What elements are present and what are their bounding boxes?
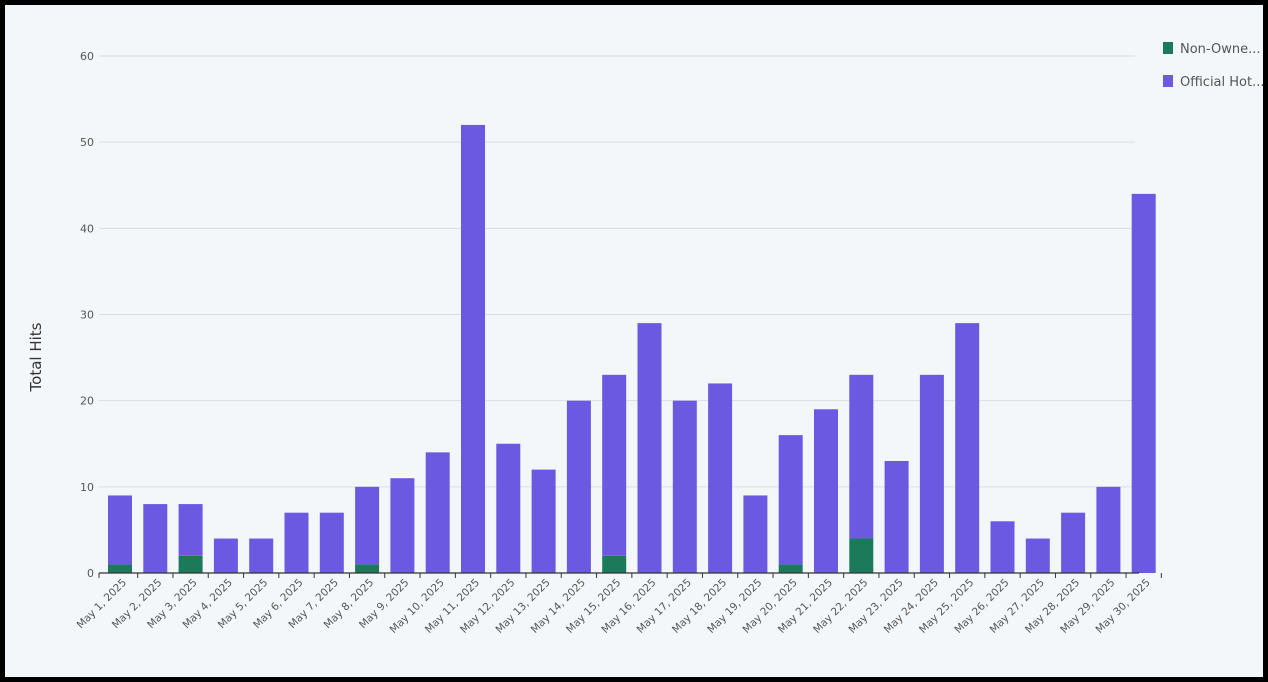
bar-official-hot[interactable] <box>672 400 697 573</box>
bar-official-hot[interactable] <box>461 124 485 573</box>
bar-official-hot[interactable] <box>566 400 591 573</box>
bar-non-owned[interactable] <box>355 564 380 573</box>
bar-official-hot[interactable] <box>284 512 309 573</box>
bar-official-hot[interactable] <box>1131 193 1156 573</box>
bar-non-owned[interactable] <box>849 538 874 573</box>
chart-frame: 0 10 20 30 40 50 60 May 1, 2025 May 2, 2025 May 3… <box>5 5 1265 677</box>
bar-official-hot[interactable] <box>1061 512 1086 573</box>
legend-label[interactable]: Official Hot... <box>1180 75 1265 90</box>
bar-non-owned[interactable] <box>178 555 203 573</box>
y-tick-label: 30 <box>80 309 94 322</box>
bar-official-hot[interactable] <box>814 409 838 573</box>
y-tick-label: 50 <box>80 136 94 149</box>
bar-official-hot[interactable] <box>1096 486 1121 573</box>
y-tick-label: 10 <box>80 481 94 494</box>
bar-official-hot[interactable] <box>425 452 450 573</box>
bar-official-hot[interactable] <box>919 374 944 573</box>
bar-official-hot[interactable] <box>637 323 662 573</box>
y-axis-label: Total Hits <box>27 322 45 392</box>
bar-official-hot[interactable] <box>355 486 380 565</box>
bar-official-hot[interactable] <box>849 374 874 539</box>
y-tick-label: 60 <box>80 50 94 63</box>
bar-official-hot[interactable] <box>990 521 1015 573</box>
legend-label[interactable]: Non-Owne... <box>1180 42 1260 57</box>
bar-official-hot[interactable] <box>531 469 556 573</box>
bar-official-hot[interactable] <box>213 538 238 573</box>
legend-swatch[interactable] <box>1163 75 1173 87</box>
bar-official-hot[interactable] <box>708 383 733 573</box>
bar-non-owned[interactable] <box>778 564 803 573</box>
bar-non-owned[interactable] <box>108 564 132 573</box>
bar-official-hot[interactable] <box>496 443 521 573</box>
y-tick-label: 20 <box>80 395 94 408</box>
bar-official-hot[interactable] <box>955 323 980 573</box>
y-tick-label: 40 <box>80 222 94 235</box>
bar-official-hot[interactable] <box>884 460 909 573</box>
bar-official-hot[interactable] <box>319 512 344 573</box>
bar-non-owned[interactable] <box>602 555 627 573</box>
bar-official-hot[interactable] <box>108 495 132 565</box>
bar-official-hot[interactable] <box>743 495 768 573</box>
y-tick-label: 0 <box>87 567 94 580</box>
legend: Non-Owne... Official Hot... <box>1163 42 1265 90</box>
bar-official-hot[interactable] <box>1025 538 1050 573</box>
bar-official-hot[interactable] <box>602 374 627 556</box>
legend-swatch[interactable] <box>1163 42 1173 54</box>
bar-official-hot[interactable] <box>178 504 203 556</box>
bar-official-hot[interactable] <box>249 538 274 573</box>
bar-official-hot[interactable] <box>143 504 168 573</box>
bar-official-hot[interactable] <box>390 478 415 573</box>
bars <box>108 124 1156 573</box>
bar-official-hot[interactable] <box>778 435 803 565</box>
